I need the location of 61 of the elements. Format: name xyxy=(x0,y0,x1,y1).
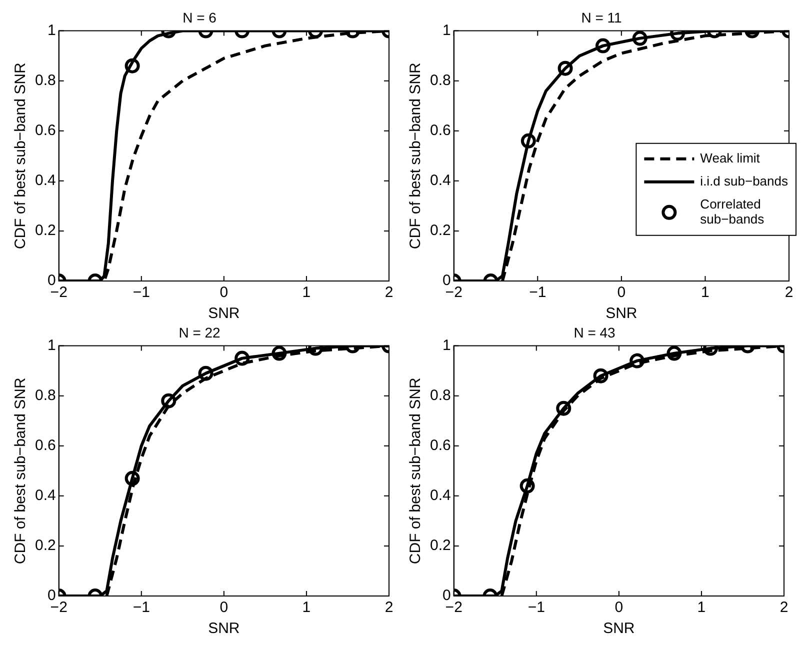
y-tick-label: 0.2 xyxy=(34,222,56,240)
y-tick-label: 0.4 xyxy=(34,487,56,504)
y-tick-label: 0.8 xyxy=(34,72,56,89)
point xyxy=(272,346,287,361)
x-tick-label: 0 xyxy=(617,284,626,302)
legend-label: Correlated sub−bands xyxy=(700,196,765,226)
y-tick-label: 0.4 xyxy=(34,172,56,190)
chart-title: N = 43 xyxy=(574,324,616,340)
y-tick-label: 0.2 xyxy=(430,222,451,240)
x-tick-label: 0 xyxy=(614,599,624,616)
point xyxy=(520,478,535,494)
legend-label: i.i.d sub−bands xyxy=(700,173,788,188)
x-tick-label: 0 xyxy=(220,284,228,302)
y-axis-title: CDF of best sub−band SNR xyxy=(12,378,30,564)
y-tick-label: 0.6 xyxy=(430,122,451,140)
y-axis-title: CDF of best sub−band SNR xyxy=(12,62,30,250)
chart-title: N = 22 xyxy=(178,324,221,340)
x-tick-label: −1 xyxy=(132,284,150,302)
x-axis-title: SNR xyxy=(208,305,240,322)
y-tick-label: 0.2 xyxy=(430,537,451,554)
point xyxy=(556,400,572,416)
x-tick-label: 1 xyxy=(701,284,710,302)
y-tick-label: 1 xyxy=(48,336,56,354)
y-tick-label: 0.6 xyxy=(430,437,451,454)
y-tick-label: 0.2 xyxy=(34,537,56,554)
chart-title: N = 6 xyxy=(182,9,217,26)
y-tick-label: 0.6 xyxy=(34,437,56,454)
x-axis-title: SNR xyxy=(603,620,635,638)
x-tick-label: 1 xyxy=(697,599,706,616)
y-tick-label: 0.4 xyxy=(430,487,451,504)
point xyxy=(234,350,250,366)
x-tick-label: 1 xyxy=(302,284,311,302)
point xyxy=(593,368,608,384)
x-axis-title: SNR xyxy=(606,305,638,322)
y-tick-label: 0.6 xyxy=(34,122,56,140)
chart-title: N = 11 xyxy=(581,9,622,26)
x-tick-label: 2 xyxy=(780,599,788,616)
point xyxy=(161,393,176,408)
x-tick-label: 1 xyxy=(302,599,311,616)
x-tick-label: 2 xyxy=(384,599,394,616)
point xyxy=(124,470,140,486)
y-tick-label: 0.8 xyxy=(430,72,451,89)
x-axis-title: SNR xyxy=(208,620,240,638)
x-tick-label: −1 xyxy=(528,599,545,616)
x-tick-label: 0 xyxy=(220,599,228,616)
point xyxy=(666,346,682,361)
y-tick-label: 0.8 xyxy=(34,386,56,404)
y-axis-title: CDF of best sub−band SNR xyxy=(407,62,424,250)
y-tick-label: 1 xyxy=(442,336,451,354)
x-tick-label: −1 xyxy=(132,599,150,616)
y-axis-title: CDF of best sub−band SNR xyxy=(407,378,424,564)
point xyxy=(198,366,214,381)
point xyxy=(630,353,645,368)
y-tick-label: 0.8 xyxy=(430,386,451,404)
x-tick-label: 2 xyxy=(784,284,794,302)
y-tick-label: 0.4 xyxy=(430,172,451,190)
y-tick-label: 1 xyxy=(442,22,451,39)
x-tick-label: −1 xyxy=(529,284,546,302)
legend-label: Weak limit xyxy=(700,150,760,166)
x-tick-label: 2 xyxy=(384,284,394,302)
y-tick-label: 1 xyxy=(48,22,56,39)
